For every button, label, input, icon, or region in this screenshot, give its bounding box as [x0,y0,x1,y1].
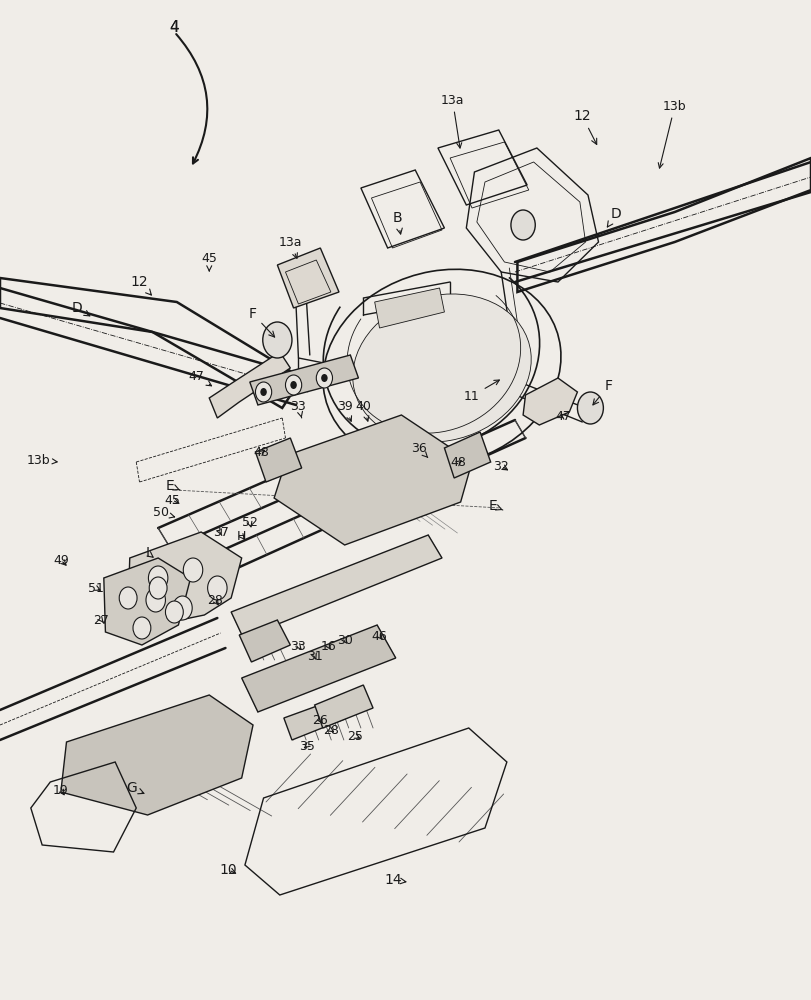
Text: 13a: 13a [441,94,464,148]
Circle shape [260,388,267,396]
Text: F: F [249,307,275,337]
Text: H: H [237,530,247,542]
Text: 12: 12 [573,109,597,144]
Text: 16: 16 [320,640,337,652]
Text: 45: 45 [164,493,180,506]
Text: 33: 33 [290,399,307,418]
Text: 13b: 13b [27,454,58,466]
Text: 25: 25 [347,730,363,742]
Circle shape [148,566,168,590]
Text: 46: 46 [371,630,388,643]
Text: 45: 45 [201,251,217,271]
Text: 11: 11 [464,380,500,402]
Polygon shape [250,355,358,405]
Circle shape [149,577,167,599]
Text: 30: 30 [337,634,353,647]
Circle shape [577,392,603,424]
Text: 28: 28 [323,724,339,736]
Circle shape [290,381,297,389]
Polygon shape [255,438,302,482]
Text: 14: 14 [384,873,406,887]
Polygon shape [274,415,472,545]
Text: 35: 35 [298,740,315,752]
Text: 10: 10 [220,863,238,877]
Polygon shape [61,695,253,815]
Circle shape [255,382,272,402]
Text: 52: 52 [242,516,258,530]
Polygon shape [104,558,191,645]
Text: B: B [393,211,402,234]
Text: 40: 40 [355,399,371,421]
Circle shape [146,588,165,612]
Text: 12: 12 [131,275,152,295]
Text: D: D [71,301,90,316]
Polygon shape [231,535,442,638]
Circle shape [321,374,328,382]
Text: 32: 32 [493,460,509,473]
Text: 39: 39 [337,399,353,421]
Text: D: D [607,207,622,227]
Circle shape [511,210,535,240]
Text: 19: 19 [53,784,69,796]
Circle shape [263,322,292,358]
Polygon shape [284,698,347,740]
Text: E: E [489,499,503,513]
Text: 27: 27 [93,613,109,626]
Polygon shape [239,620,290,662]
Circle shape [165,601,183,623]
Text: 47: 47 [556,410,572,422]
Polygon shape [523,378,577,425]
Text: 31: 31 [307,650,323,662]
Text: E: E [166,479,180,493]
Circle shape [285,375,302,395]
Polygon shape [277,248,339,308]
Text: 37: 37 [212,526,229,540]
Text: 13a: 13a [279,235,302,258]
Circle shape [183,558,203,582]
Text: 36: 36 [410,442,427,457]
Circle shape [133,617,151,639]
Text: 33: 33 [290,640,307,652]
Text: 47: 47 [188,369,212,386]
Text: F: F [593,379,612,405]
Text: G: G [126,781,144,795]
Circle shape [316,368,333,388]
Polygon shape [128,532,242,622]
Polygon shape [444,432,491,478]
Text: 26: 26 [312,714,328,726]
Text: 13b: 13b [659,100,687,168]
Text: 49: 49 [53,554,69,566]
Text: 48: 48 [450,456,466,470]
Polygon shape [242,625,396,712]
Circle shape [208,576,227,600]
Text: 51: 51 [88,582,104,594]
Ellipse shape [353,294,531,442]
Circle shape [173,596,192,620]
Polygon shape [315,685,373,728]
Circle shape [119,587,137,609]
Text: 28: 28 [207,593,223,606]
Text: 4: 4 [169,20,179,35]
Polygon shape [375,288,444,328]
Text: 4: 4 [169,20,179,35]
Polygon shape [209,352,290,418]
Text: I: I [146,546,153,560]
Text: 48: 48 [253,446,269,460]
Text: 50: 50 [152,506,174,520]
